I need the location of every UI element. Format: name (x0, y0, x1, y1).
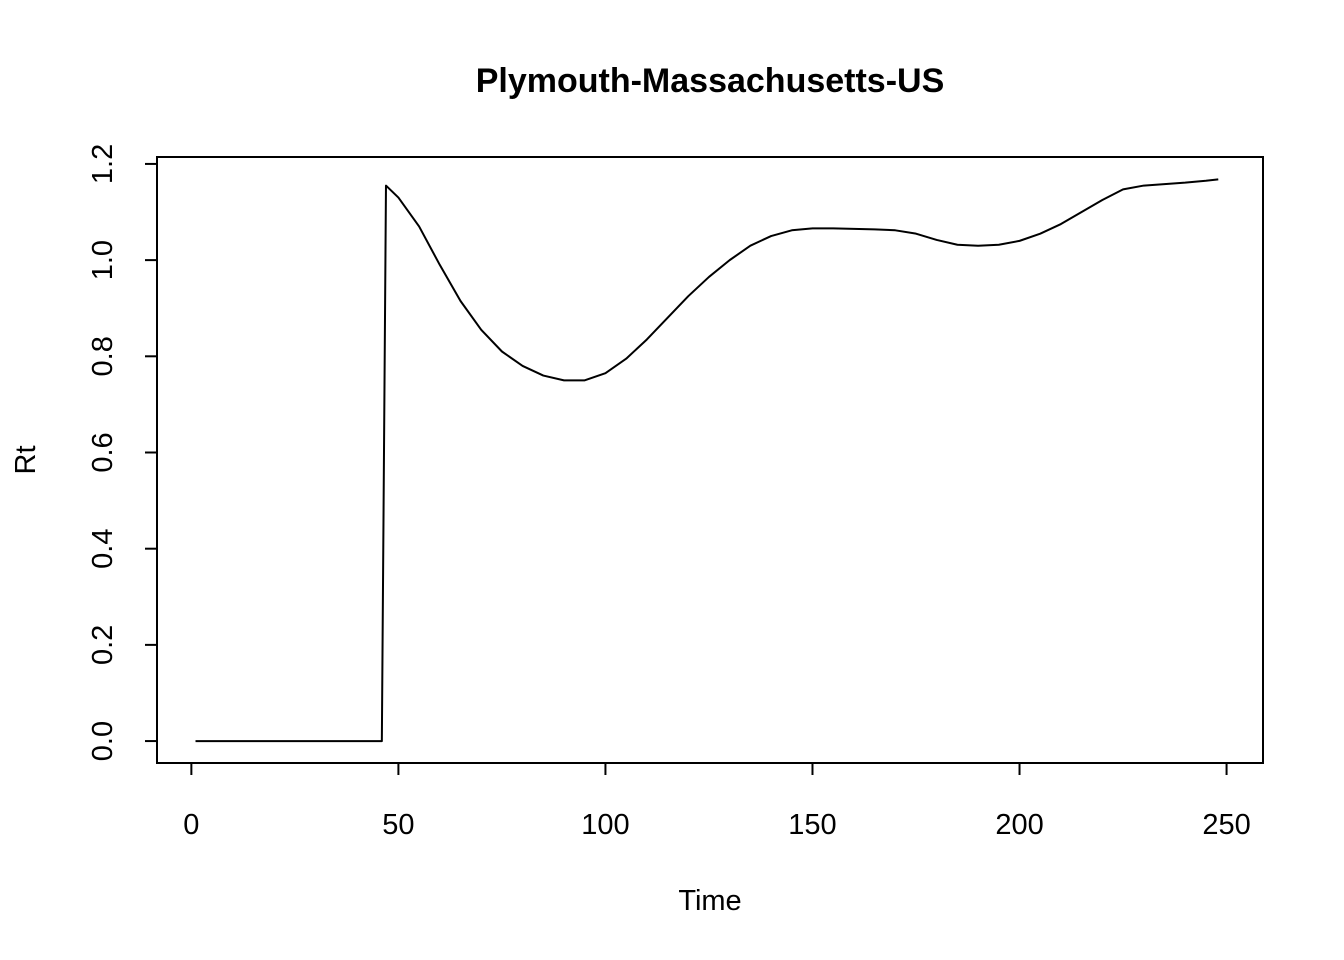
y-tick-label: 1.2 (87, 144, 119, 184)
y-tick-label: 0.0 (87, 721, 119, 761)
x-tick-label: 250 (1202, 809, 1250, 841)
x-tick-label: 150 (788, 809, 836, 841)
x-tick-label: 0 (183, 809, 199, 841)
y-axis-label: Rt (10, 446, 42, 475)
x-tick-label: 200 (995, 809, 1043, 841)
y-tick-label: 0.6 (87, 432, 119, 472)
y-tick-label: 0.4 (87, 529, 119, 569)
y-tick-label: 1.0 (87, 240, 119, 280)
x-tick-label: 100 (581, 809, 629, 841)
chart-title: Plymouth-Massachusetts-US (476, 62, 945, 100)
x-tick-label: 50 (382, 809, 414, 841)
y-axis: 0.0 0.2 0.4 0.6 0.8 1.0 1.2 (87, 144, 158, 761)
x-axis: 0 50 100 150 200 250 (183, 762, 1251, 841)
plot-frame (156, 156, 1264, 764)
y-tick-label: 0.2 (87, 625, 119, 665)
y-tick-label: 0.8 (87, 336, 119, 376)
x-axis-label: Time (678, 885, 741, 917)
series-line-rt (195, 178, 1219, 743)
